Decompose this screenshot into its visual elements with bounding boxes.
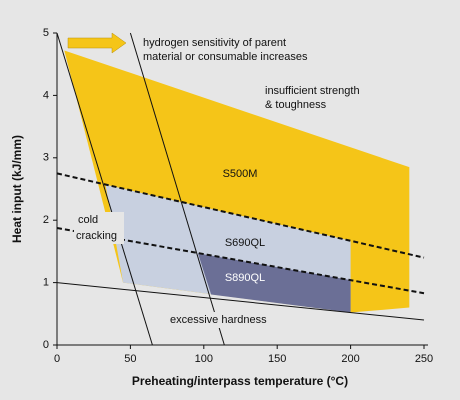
x-tick-label: 150 bbox=[268, 353, 286, 365]
region-label: S890QL bbox=[225, 272, 265, 284]
arrow bbox=[67, 32, 127, 54]
y-tick-label: 0 bbox=[43, 339, 49, 351]
y-tick-label: 2 bbox=[43, 214, 49, 226]
annotation: material or consumable increases bbox=[143, 51, 308, 63]
annotation: & toughness bbox=[265, 99, 327, 111]
annotation: cracking bbox=[76, 230, 117, 242]
x-axis-title: Preheating/interpass temperature (°C) bbox=[132, 374, 348, 388]
x-tick-label: 0 bbox=[54, 353, 60, 365]
boundary-line bbox=[56, 282, 425, 321]
annotation-bg bbox=[74, 212, 124, 244]
y-axis-title: Heat input (kJ/mm) bbox=[10, 135, 24, 243]
x-tick-label: 100 bbox=[195, 353, 213, 365]
boundary-line bbox=[129, 32, 225, 346]
annotation: cold bbox=[78, 214, 98, 226]
region-label: S500M bbox=[223, 168, 258, 180]
boundary-line bbox=[56, 172, 425, 259]
annotation-bg bbox=[166, 312, 278, 328]
y-tick-label: 5 bbox=[43, 27, 49, 39]
boundary-line bbox=[56, 32, 153, 346]
region-label: S690QL bbox=[225, 237, 265, 249]
boundary-line bbox=[56, 227, 425, 295]
x-tick-label: 250 bbox=[415, 353, 433, 365]
x-tick-label: 50 bbox=[124, 353, 136, 365]
annotation: excessive hardness bbox=[170, 314, 267, 326]
y-tick-label: 4 bbox=[43, 89, 49, 101]
x-tick-label: 200 bbox=[341, 353, 359, 365]
y-tick-label: 3 bbox=[43, 152, 49, 164]
region bbox=[197, 253, 351, 313]
annotation: hydrogen sensitivity of parent bbox=[143, 37, 286, 49]
annotation: insufficient strength bbox=[265, 85, 360, 97]
y-tick-label: 1 bbox=[43, 277, 49, 289]
